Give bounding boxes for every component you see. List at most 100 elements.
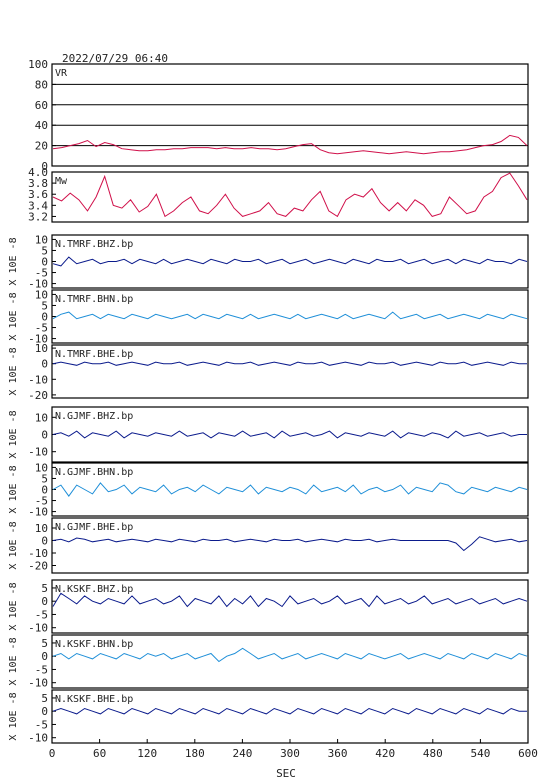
panel-title: N.TMRF.BHE.bp [55,349,133,360]
chart-datetime: 2022/07/29 06:40 [62,52,168,65]
x-axis-label: SEC [276,767,296,780]
panel-6: -10 0 10 N.GJMF.BHZ.bp X 10E -8 [8,406,529,463]
y-axis-label: X 10E -8 [8,582,19,630]
y-axis-label: X 10E -8 [8,465,19,513]
y-tick-label: -10 [28,547,48,560]
series-line [52,647,528,663]
x-axis: 0 60 120 180 240 300 360 420 480 540 600 SEC [49,739,538,780]
x-tick-label: 480 [423,747,443,760]
y-tick-label: 10 [35,461,48,474]
series-line [52,707,527,715]
y-tick-label: 0 [41,358,48,371]
series-line [52,311,528,320]
y-tick-label: 0 [41,595,48,608]
x-tick-label: 360 [328,747,348,760]
panel-10: -10-505 N.KSKF.BHN.bp X 10E -8 [8,634,529,690]
y-tick-label: 0 [41,311,48,324]
y-tick-label: 5 [41,637,48,650]
series-line [52,592,528,608]
y-axis-label: X 10E -8 [8,692,19,740]
panel-frame [51,63,529,167]
panel-frame [51,289,529,344]
y-axis-label: X 10E -8 [8,347,19,395]
y-tick-label: -5 [35,495,48,508]
y-tick-label: -10 [28,622,48,635]
y-tick-label: 10 [35,233,48,246]
y-tick-label: 3.2 [28,210,48,223]
series-line [52,172,528,218]
y-tick-label: -10 [28,333,48,346]
x-tick-label: 60 [93,747,106,760]
panel-frame [51,517,529,574]
panel-frame [51,462,529,517]
x-tick-label: 420 [375,747,395,760]
y-axis-label: X 10E -8 [8,637,19,685]
panel-title: N.KSKF.BHE.bp [55,694,133,705]
y-tick-label: -20 [28,389,48,402]
y-axis-label: X 10E -8 [8,521,19,569]
x-tick-label: 300 [280,747,300,760]
y-tick-label: -5 [35,718,48,731]
y-tick-label: 10 [35,288,48,301]
y-tick-label: 10 [35,522,48,535]
series-line [52,134,528,155]
panel-frame [51,634,529,689]
y-tick-label: -10 [28,732,48,745]
y-tick-label: -20 [28,560,48,573]
panels: 020406080100VR3.23.43.63.84.0Mw-10-50510… [8,58,529,745]
y-tick-label: 5 [41,582,48,595]
panel-title: Mw [55,176,68,187]
y-tick-label: 60 [35,99,48,112]
y-tick-label: -10 [28,506,48,519]
panel-title: N.TMRF.BHN.bp [55,294,133,305]
panel-2: 3.23.43.63.84.0 Mw [28,166,529,223]
y-tick-label: 5 [41,692,48,705]
y-tick-label: -10 [28,446,48,459]
x-tick-label: 600 [518,747,538,760]
y-tick-label: 0 [41,650,48,663]
panel-title: N.KSKF.BHZ.bp [55,584,133,595]
y-axis-label: X 10E -8 [8,237,19,285]
x-tick-label: 240 [232,747,252,760]
panel-11: -10-505 N.KSKF.BHE.bp X 10E -8 [8,689,529,745]
y-tick-label: 10 [35,342,48,355]
y-tick-label: -10 [28,278,48,291]
panel-title: N.GJMF.BHN.bp [55,467,133,478]
y-tick-label: 100 [28,58,48,71]
y-tick-label: 5 [41,299,48,312]
y-tick-label: 3.8 [28,177,48,190]
panel-title: N.GJMF.BHE.bp [55,522,133,533]
panel-9: -10-505 N.KSKF.BHZ.bp X 10E -8 [8,579,529,635]
y-tick-label: 0 [41,256,48,269]
y-tick-label: 3.6 [28,188,48,201]
series-line [52,536,528,552]
x-tick-label: 120 [137,747,157,760]
panel-title: N.TMRF.BHZ.bp [55,239,133,250]
y-tick-label: -5 [35,322,48,335]
y-tick-label: 20 [35,140,48,153]
y-tick-label: 3.4 [28,199,48,212]
series-line [52,361,527,366]
x-tick-label: 0 [49,747,56,760]
panel-frame [51,579,529,634]
y-tick-label: 0 [41,535,48,548]
y-axis-label: X 10E -8 [8,410,19,458]
panel-title: N.GJMF.BHZ.bp [55,411,133,422]
y-tick-label: -5 [35,267,48,280]
y-tick-label: 0 [41,160,48,173]
y-tick-label: 5 [41,244,48,257]
y-tick-label: 0 [41,429,48,442]
panel-frame [51,344,529,399]
y-tick-label: 10 [35,411,48,424]
x-tick-label: 540 [470,747,490,760]
y-tick-label: 0 [41,705,48,718]
series-line [52,482,528,497]
panel-title: VR [55,68,68,79]
y-tick-label: 80 [35,78,48,91]
y-tick-label: 5 [41,472,48,485]
